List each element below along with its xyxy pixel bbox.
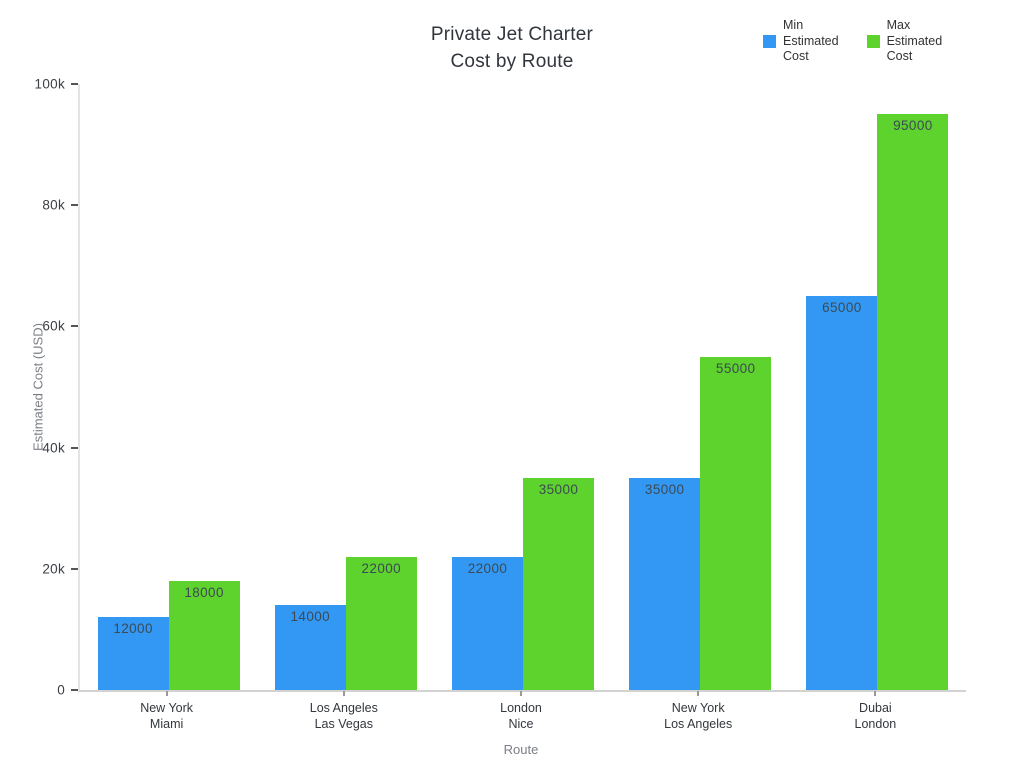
- bar-min: 14000: [274, 605, 346, 690]
- x-tick-dash: [165, 691, 168, 696]
- y-axis-title: Estimated Cost (USD): [30, 323, 46, 451]
- chart-title-line-2: Cost by Route: [450, 51, 574, 72]
- plot-area: 12000 18000 14000 22000 22000 35000 35000 55000…: [78, 84, 966, 692]
- x-tick-label-line1: New York: [671, 701, 725, 715]
- bar-value-label: 22000: [361, 560, 402, 576]
- bar-value-label: 12000: [113, 621, 153, 637]
- legend: Min Estimated Cost Max Estimated Cost: [763, 18, 942, 65]
- y-tick-dash: [71, 567, 78, 570]
- x-tick-dash: [342, 691, 345, 696]
- legend-swatch-max: [866, 34, 880, 48]
- bar-max: 18000: [168, 580, 240, 690]
- x-tick-label: Dubai London: [855, 700, 897, 732]
- legend-label-max-line1: Max: [886, 18, 911, 32]
- x-tick-label-line1: New York: [140, 701, 193, 715]
- y-axis: 0 20k 40k 60k 80k 100k: [0, 77, 78, 698]
- legend-label-min: Min Estimated Cost: [783, 18, 839, 65]
- x-tick-label: Los Angeles Las Vegas: [310, 700, 378, 732]
- bar-value-label: 35000: [644, 481, 685, 497]
- bar-min: 35000: [629, 477, 701, 690]
- x-tick-label: New York Los Angeles: [664, 700, 732, 732]
- legend-label-min-line1: Min: [783, 18, 804, 32]
- x-tick-label-line1: Los Angeles: [309, 701, 378, 715]
- legend-item-min: Min Estimated Cost: [763, 18, 839, 65]
- bar-min: 22000: [452, 556, 523, 690]
- bar-max: 22000: [345, 556, 417, 690]
- legend-swatch-min: [763, 34, 776, 48]
- y-tick-label: 80k: [42, 197, 65, 213]
- bar-max: 35000: [523, 477, 594, 690]
- bar-value-label: 14000: [290, 609, 331, 625]
- y-tick-label: 100k: [34, 76, 65, 92]
- x-tick-label-line2: Nice: [508, 717, 534, 731]
- x-tick-label: New York Miami: [140, 700, 193, 732]
- x-axis: New York Miami Los Angeles Las Vegas London N…: [78, 691, 964, 751]
- x-tick-dash: [874, 691, 877, 696]
- bar-value-label: 22000: [467, 560, 508, 576]
- legend-label-max-line3: Cost: [886, 49, 913, 63]
- y-tick-dash: [71, 325, 78, 328]
- bar-max: 55000: [700, 356, 772, 690]
- x-tick-label-line2: London: [854, 717, 897, 731]
- chart-title: Private Jet Charter Cost by Route: [0, 21, 1024, 75]
- legend-item-max: Max Estimated Cost: [866, 18, 943, 65]
- x-tick-label-line2: Miami: [149, 717, 184, 731]
- y-tick-dash: [71, 446, 78, 449]
- y-tick-dash: [71, 204, 78, 207]
- y-tick-label: 0: [57, 682, 65, 698]
- bar-value-label: 55000: [715, 360, 756, 376]
- x-tick-label-line2: Las Vegas: [314, 717, 373, 731]
- x-tick-label-line2: Los Angeles: [664, 717, 733, 731]
- x-tick-label-line1: London: [500, 701, 542, 715]
- x-tick-label: London Nice: [500, 700, 542, 732]
- bar-value-label: 18000: [184, 584, 224, 600]
- bar-min: 65000: [806, 296, 878, 690]
- bar-min: 12000: [97, 617, 169, 690]
- bar-value-label: 35000: [538, 481, 579, 497]
- x-tick-label-line1: Dubai: [859, 701, 892, 715]
- y-tick-label: 60k: [42, 318, 65, 334]
- legend-label-max-line2: Estimated: [886, 33, 943, 48]
- x-axis-title: Route: [503, 742, 539, 757]
- bar-value-label: 95000: [893, 118, 933, 134]
- y-tick-dash: [71, 83, 78, 85]
- legend-label-max: Max Estimated Cost: [887, 18, 943, 65]
- y-tick-label: 40k: [42, 440, 65, 456]
- x-tick-dash: [697, 691, 700, 696]
- chart-title-line-1: Private Jet Charter: [430, 24, 594, 45]
- bar-max: 95000: [877, 114, 949, 690]
- y-tick-dash: [71, 689, 78, 691]
- legend-label-min-line2: Estimated: [783, 33, 839, 48]
- x-tick-dash: [520, 691, 522, 696]
- bar-value-label: 65000: [822, 300, 862, 316]
- y-tick-label: 20k: [42, 561, 65, 577]
- legend-label-min-line3: Cost: [783, 49, 809, 63]
